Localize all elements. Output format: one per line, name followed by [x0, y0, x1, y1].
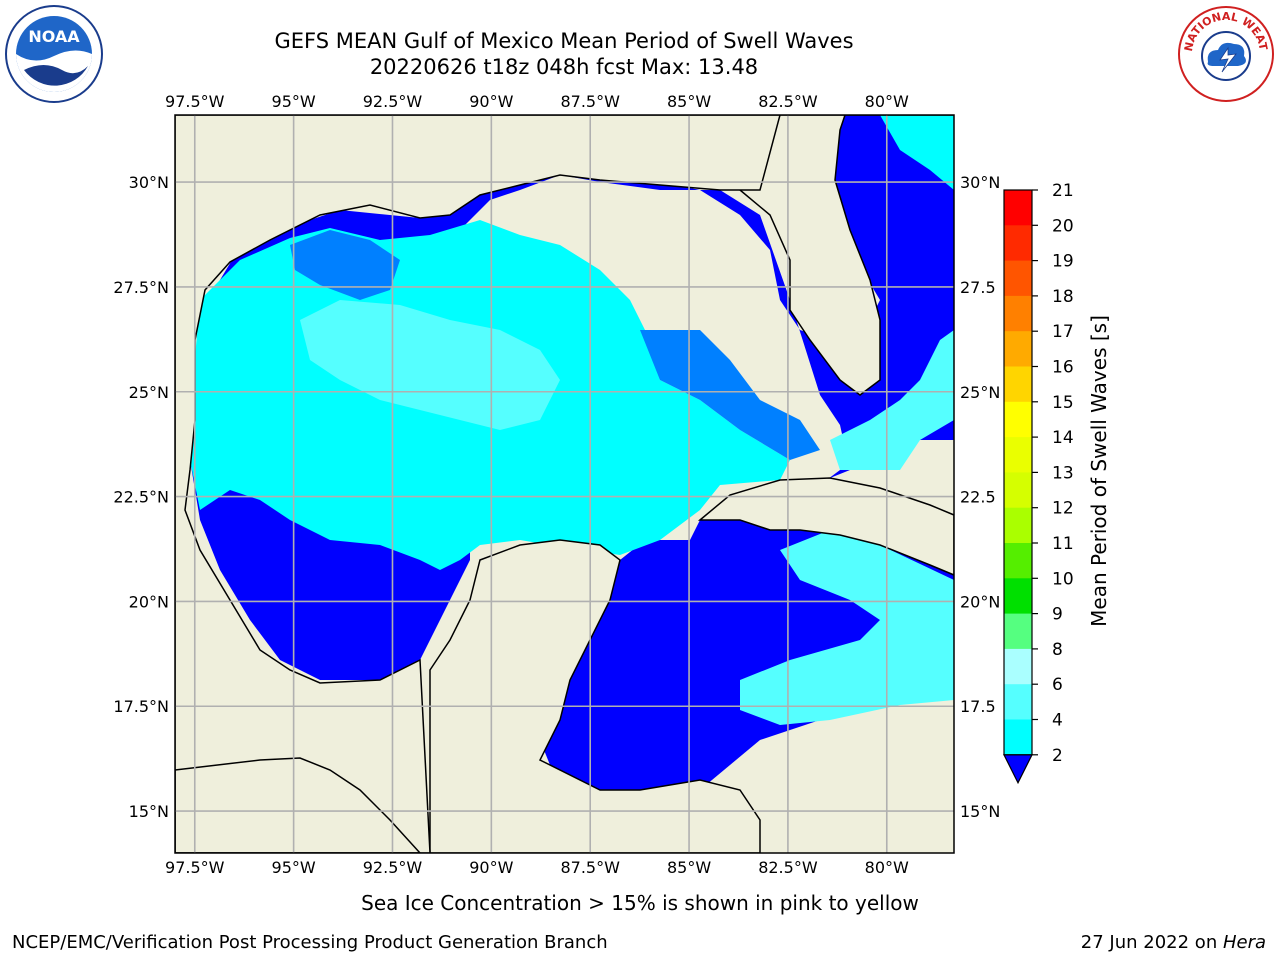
lat-label-right: 17.5	[960, 697, 996, 716]
noaa-logo-text: NOAA	[28, 27, 80, 46]
colorbar-tick-label: 6	[1052, 675, 1063, 695]
footer-date-text: 27 Jun 2022 on	[1080, 932, 1223, 953]
lat-label-left: 17.5°N	[113, 697, 169, 716]
lat-label-left: 30°N	[129, 173, 169, 192]
caribbean-swell-field	[740, 530, 954, 725]
colorbar-tick-label: 19	[1052, 252, 1074, 272]
yucatan-land	[429, 539, 761, 853]
lon-label-top: 97.5°W	[165, 92, 225, 111]
tick-labels: 97.5°W 97.5°W 95°W 95°W 92.5°W 92.5°W 90°W 90°W…	[113, 92, 1000, 877]
colorbar-tick-label: 4	[1052, 711, 1063, 731]
lat-label-right: 30°N	[960, 173, 1000, 192]
lon-label-bottom: 85°W	[667, 858, 711, 877]
colorbar-tick-label: 14	[1052, 428, 1074, 448]
colorbar-tick-label: 21	[1052, 181, 1074, 201]
colorbar-swatch	[1004, 472, 1032, 509]
lat-label-left: 27.5°N	[113, 278, 169, 297]
gulf-swell-field-2-4s-east	[640, 330, 820, 460]
lat-label-right: 25°N	[960, 383, 1000, 402]
colorbar-swatch	[1004, 331, 1032, 367]
noaa-logo: NOAA	[5, 5, 103, 103]
lon-label-top: 85°W	[667, 92, 711, 111]
lon-label-bottom: 82.5°W	[758, 858, 818, 877]
colorbar-swatch	[1004, 543, 1032, 579]
colorbar-tick-label: 20	[1052, 216, 1074, 236]
lat-label-right: 20°N	[960, 592, 1000, 611]
gulf-swell-field-6-8s	[300, 300, 560, 430]
lon-label-top: 82.5°W	[758, 92, 818, 111]
us-gulf-coast-land	[175, 115, 781, 853]
lon-label-bottom: 97.5°W	[165, 858, 225, 877]
lon-label-bottom: 92.5°W	[363, 858, 423, 877]
colorbar-swatch	[1004, 190, 1032, 226]
map-frame	[174, 114, 955, 854]
colorbar-swatch	[1004, 225, 1032, 262]
colorbar-tick-label: 9	[1052, 605, 1063, 625]
florida-land	[739, 115, 954, 396]
lon-label-top: 92.5°W	[363, 92, 423, 111]
lat-label-right: 22.5	[960, 488, 996, 507]
colorbar-tick-label: 11	[1052, 534, 1074, 554]
colorbar-tick-label: 18	[1052, 287, 1074, 307]
lat-label-left: 22.5°N	[113, 488, 169, 507]
lon-label-bottom: 90°W	[469, 858, 513, 877]
colorbar-swatch	[1004, 437, 1032, 473]
lat-label-right: 27.5	[960, 278, 996, 297]
map-field	[175, 115, 954, 853]
colorbar-swatch	[1004, 578, 1032, 615]
colorbar-swatch	[1004, 719, 1032, 756]
cuba-land	[697, 477, 954, 576]
colorbar-tick-label: 12	[1052, 499, 1074, 519]
chart-title: GEFS MEAN Gulf of Mexico Mean Period of …	[274, 29, 854, 53]
colorbar-tick-label: 10	[1052, 569, 1074, 589]
colorbar-swatch	[1004, 507, 1032, 544]
colorbar-tick-label: 8	[1052, 640, 1063, 660]
straits-swell-field	[830, 330, 954, 470]
lon-label-top: 95°W	[272, 92, 316, 111]
atlantic-swell-field	[880, 115, 954, 190]
colorbar-tick-label: 15	[1052, 393, 1074, 413]
lat-label-left: 15°N	[129, 802, 169, 821]
colorbar-swatch	[1004, 295, 1032, 332]
footer-branch: NCEP/EMC/Verification Post Processing Pr…	[12, 932, 608, 953]
colorbar-swatch	[1004, 648, 1032, 685]
chart-subtitle: 20220626 t18z 048h fcst Max: 13.48	[369, 55, 759, 79]
colorbar-swatch	[1004, 260, 1032, 297]
lon-label-bottom: 87.5°W	[560, 858, 620, 877]
lon-label-top: 90°W	[469, 92, 513, 111]
gridlines	[175, 115, 954, 853]
colorbar-tick-label: 13	[1052, 463, 1074, 483]
colorbar-swatch	[1004, 613, 1032, 650]
central-america-land	[175, 757, 422, 853]
colorbar-swatch	[1004, 366, 1032, 403]
colorbar-swatch	[1004, 684, 1032, 720]
sea-ice-note: Sea Ice Concentration > 15% is shown in …	[361, 891, 919, 915]
lon-label-bottom: 95°W	[272, 858, 316, 877]
lat-label-left: 20°N	[129, 592, 169, 611]
gulf-swell-field-2-4s-west	[290, 230, 400, 300]
colorbar-tick-label: 16	[1052, 358, 1074, 378]
lat-label-right: 15°N	[960, 802, 1000, 821]
lon-label-top: 80°W	[865, 92, 909, 111]
colorbar-label: Mean Period of Swell Waves [s]	[1087, 315, 1111, 627]
colorbar-swatch	[1004, 401, 1032, 438]
nws-logo: NATIONAL WEATHER SERVICE	[1176, 4, 1274, 102]
colorbar-tick-label: 2	[1052, 746, 1063, 766]
footer-date: 27 Jun 2022 on Hera	[1081, 932, 1266, 953]
colorbar: 21 20 19 18 17 16 15 14 13 12 11 10 9 8 6 4 2	[1003, 181, 1074, 785]
colorbar-extend-arrow	[1003, 754, 1033, 785]
footer-host: Hera	[1222, 932, 1266, 953]
colorbar-tick-label: 17	[1052, 322, 1074, 342]
lon-label-top: 87.5°W	[560, 92, 620, 111]
lon-label-bottom: 80°W	[865, 858, 909, 877]
lat-label-left: 25°N	[129, 383, 169, 402]
